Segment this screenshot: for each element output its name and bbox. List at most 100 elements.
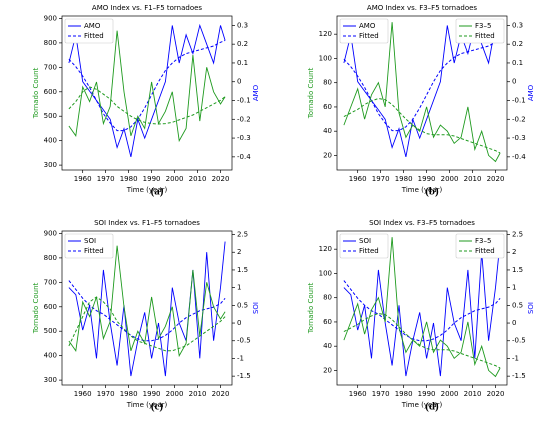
legend-label: Fitted	[84, 247, 104, 255]
x-axis-label: Time (year)	[126, 186, 168, 194]
y2-axis-label: AMO	[252, 84, 260, 101]
panel-label: (b)	[425, 186, 439, 198]
y-axis-label: Tornado Count	[307, 67, 315, 119]
y2-tick-label: 0.2	[237, 40, 248, 48]
x-tick-label: 2020	[487, 175, 505, 183]
fitted-line	[343, 280, 501, 342]
panel-label: (c)	[151, 401, 164, 413]
fitted-line	[343, 312, 501, 369]
x-tick-label: 1970	[97, 175, 115, 183]
x-tick-label: 1990	[418, 390, 436, 398]
x-tick-label: 1980	[395, 175, 413, 183]
y-tick-label: 20	[323, 151, 332, 159]
y2-tick-label: 1	[512, 284, 516, 292]
x-tick-label: 2020	[212, 175, 230, 183]
legend-box	[455, 233, 505, 259]
x-tick-label: 1990	[418, 175, 436, 183]
data-line	[343, 237, 501, 378]
y2-tick-label: -0.2	[512, 115, 526, 123]
x-axis-label: Time (year)	[126, 401, 168, 409]
data-line	[68, 30, 226, 143]
x-tick-label: 2010	[189, 390, 207, 398]
y2-tick-label: -1	[237, 354, 244, 362]
legend-label: AMO	[84, 22, 101, 30]
x-tick-label: 1980	[395, 390, 413, 398]
y-tick-label: 100	[319, 269, 332, 277]
y2-tick-label: 0	[512, 319, 516, 327]
x-tick-label: 2010	[189, 175, 207, 183]
legend-label: Fitted	[84, 32, 104, 40]
legend-box	[455, 18, 505, 44]
legend-label: AMO	[359, 22, 376, 30]
y-tick-label: 900	[44, 14, 57, 22]
x-tick-label: 1960	[74, 390, 92, 398]
y-tick-label: 500	[44, 112, 57, 120]
data-line	[68, 245, 226, 358]
y-tick-label: 400	[44, 137, 57, 145]
data-line	[343, 23, 501, 158]
y2-tick-label: 0	[237, 319, 241, 327]
y2-tick-label: 0.5	[512, 301, 523, 309]
plot-frame	[336, 230, 508, 386]
legend-label: Fitted	[359, 247, 379, 255]
x-tick-label: 1960	[349, 175, 367, 183]
legend-box	[64, 18, 114, 44]
x-axis-label: Time (year)	[401, 186, 443, 194]
fitted-line	[68, 39, 226, 132]
data-line	[68, 23, 226, 158]
y-tick-label: 60	[323, 103, 332, 111]
y2-axis-label: AMO	[527, 84, 535, 101]
y2-tick-label: 0	[237, 78, 241, 86]
x-tick-label: 1990	[143, 390, 161, 398]
y-tick-label: 100	[319, 54, 332, 62]
y-tick-label: 300	[44, 376, 57, 384]
x-tick-label: 1970	[372, 390, 390, 398]
legend-label: F3–5	[475, 22, 491, 30]
y-tick-label: 120	[319, 245, 332, 253]
y2-tick-label: 2.5	[237, 231, 248, 239]
x-tick-label: 2000	[441, 175, 459, 183]
x-tick-label: 1970	[97, 390, 115, 398]
y-tick-label: 600	[44, 88, 57, 96]
chart-title: AMO Index vs. F3–F5 tornadoes	[367, 4, 478, 12]
x-tick-label: 2020	[487, 390, 505, 398]
y-tick-label: 120	[319, 30, 332, 38]
y2-tick-label: -1	[512, 354, 519, 362]
y2-tick-label: 1.5	[512, 266, 523, 274]
x-tick-label: 1970	[372, 175, 390, 183]
legend-label: SOI	[84, 237, 96, 245]
y-tick-label: 600	[44, 303, 57, 311]
y-tick-label: 700	[44, 278, 57, 286]
x-tick-label: 1960	[349, 390, 367, 398]
y2-tick-label: 0.1	[512, 59, 523, 67]
panel-label: (d)	[425, 401, 439, 413]
y2-tick-label: -0.4	[237, 153, 251, 161]
fitted-line	[343, 97, 501, 154]
plot-frame	[61, 15, 233, 171]
y2-tick-label: -1.5	[512, 372, 526, 380]
chart-title: SOI Index vs. F3–F5 tornadoes	[369, 219, 475, 227]
chart-title: AMO Index vs. F1–F5 tornadoes	[92, 4, 203, 12]
y-tick-label: 40	[323, 342, 332, 350]
plot-frame	[61, 230, 233, 386]
fitted-line	[68, 86, 226, 125]
fitted-line	[68, 280, 226, 342]
legend-label: Fitted	[359, 32, 379, 40]
y-tick-label: 800	[44, 39, 57, 47]
y-axis-label: Tornado Count	[32, 282, 40, 334]
y-tick-label: 20	[323, 366, 332, 374]
y2-tick-label: -0.3	[237, 134, 251, 142]
data-line	[343, 241, 501, 377]
legend-box	[339, 18, 389, 44]
y2-tick-label: -0.1	[237, 97, 251, 105]
y2-tick-label: 0.5	[237, 301, 248, 309]
y-tick-label: 700	[44, 63, 57, 71]
fitted-line	[343, 39, 501, 132]
x-tick-label: 2010	[464, 175, 482, 183]
y-axis-label: Tornado Count	[307, 282, 315, 334]
legend-box	[64, 233, 114, 259]
data-line	[343, 22, 501, 163]
y-tick-label: 60	[323, 318, 332, 326]
x-tick-label: 2000	[441, 390, 459, 398]
